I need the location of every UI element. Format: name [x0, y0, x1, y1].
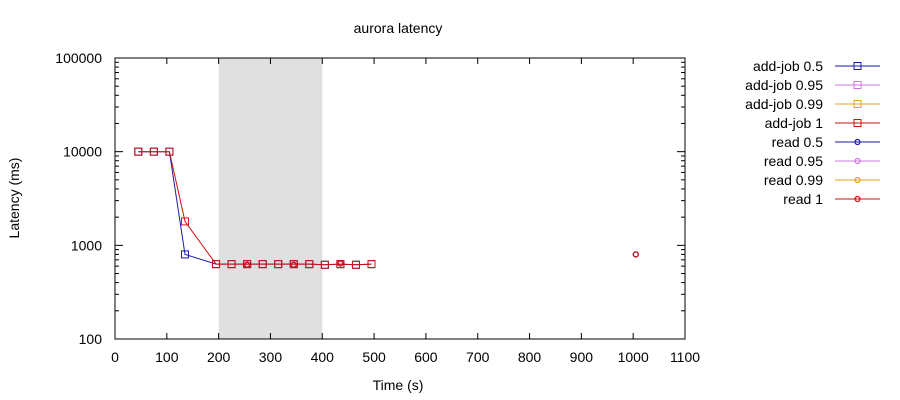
chart-title: aurora latency [354, 20, 443, 36]
data-point [337, 260, 344, 267]
legend-label: read 1 [783, 191, 823, 207]
x-tick-label: 800 [518, 349, 542, 365]
legend-label: read 0.5 [772, 134, 824, 150]
x-tick-label: 600 [414, 349, 438, 365]
legend-label: add-job 0.95 [745, 77, 823, 93]
legend-marker [853, 81, 862, 89]
data-point [305, 260, 314, 269]
data-point [244, 261, 251, 268]
x-tick-label: 1000 [618, 349, 649, 365]
x-axis-label: Time (s) [373, 377, 424, 393]
data-point [351, 260, 360, 269]
legend-label: read 0.95 [764, 153, 823, 169]
plot-area: 0 100 200 300 400 500 600 700 800 900 1000 1100 100 1… [55, 50, 700, 365]
data-point [180, 250, 189, 259]
y-tick-label: 10000 [63, 144, 102, 160]
data-point [134, 147, 143, 156]
series-line [138, 151, 372, 266]
x-tick-label: 300 [259, 349, 283, 365]
data-point [320, 260, 329, 269]
x-tick-label: 1100 [670, 349, 700, 365]
y-tick-label: 100 [79, 331, 103, 347]
legend-label: add-job 0.5 [753, 58, 823, 74]
data-point [632, 251, 639, 258]
plot-frame [114, 57, 686, 340]
data-point [165, 147, 174, 156]
x-tick-label: 400 [311, 349, 335, 365]
x-tick-label: 900 [570, 349, 594, 365]
legend-marker [853, 100, 862, 108]
x-tick-label: 700 [466, 349, 490, 365]
data-point [290, 261, 297, 268]
data-point [180, 217, 189, 226]
legend-marker [854, 195, 861, 203]
series-add-job-1 [134, 147, 376, 269]
x-tick-label: 100 [155, 349, 179, 365]
data-point [227, 260, 236, 269]
legend: add-job 0.5 add-job 0.95 add-job 0.99 add-j… [745, 58, 880, 207]
x-tick-label: 500 [362, 349, 386, 365]
data-point [149, 147, 158, 156]
y-axis-label: Latency (ms) [6, 158, 22, 239]
legend-marker [854, 176, 861, 184]
legend-marker [853, 62, 862, 70]
legend-label: add-job 0.99 [745, 96, 823, 112]
legend-label: read 0.99 [764, 172, 823, 188]
legend-marker [853, 119, 862, 127]
legend-marker [854, 157, 861, 165]
data-point [212, 260, 221, 269]
data-point [274, 260, 283, 269]
data-point [367, 260, 376, 269]
legend-marker [854, 138, 861, 146]
y-tick-label: 1000 [71, 237, 102, 253]
data-point [258, 260, 267, 269]
y-tick-label: 100000 [55, 50, 102, 66]
shaded-region [218, 58, 323, 339]
series-read-1 [244, 251, 639, 268]
x-tick-label: 0 [111, 349, 119, 365]
legend-label: add-job 1 [765, 115, 824, 131]
x-tick-label: 200 [207, 349, 231, 365]
